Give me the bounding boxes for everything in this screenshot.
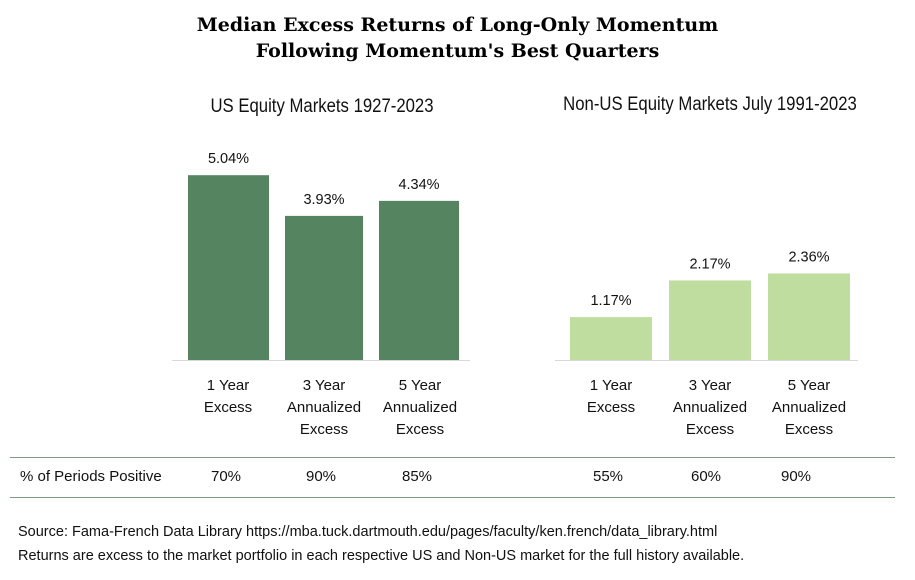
us-category-label-3-line-2: Annualized <box>383 399 457 416</box>
table-top-rule <box>10 457 895 458</box>
us-category-label-1-line-1: 1 Year <box>207 377 250 394</box>
source-note: Source: Fama-French Data Library https:/… <box>18 524 718 540</box>
us-category-label-3-line-1: 5 Year <box>399 377 442 394</box>
us-value-label-2: 3.93% <box>303 192 344 208</box>
periods-positive-label: % of Periods Positive <box>20 468 162 485</box>
nonus-value-label-2: 2.17% <box>689 256 730 272</box>
nonus-3y-periods-positive: 60% <box>690 468 722 485</box>
us-value-label-3: 4.34% <box>398 177 439 193</box>
nonus-category-label-2-line-1: 3 Year <box>689 377 732 394</box>
chart-title: Median Excess Returns of Long-Only Momen… <box>0 12 915 64</box>
nonus-category-label-3-line-1: 5 Year <box>788 377 831 394</box>
nonus-category-label-2-line-3: Excess <box>686 421 734 438</box>
returns-note: Returns are excess to the market portfol… <box>18 548 745 564</box>
us-panel-title: US Equity Markets 1927-2023 <box>210 96 434 117</box>
nonus-category-label-3-line-3: Excess <box>785 421 833 438</box>
nonus-category-label-1-line-2: Excess <box>587 399 635 416</box>
title-line-1: Median Excess Returns of Long-Only Momen… <box>196 14 719 36</box>
table-bottom-rule <box>10 497 895 498</box>
us-category-label-2-line-2: Annualized <box>287 399 361 416</box>
nonus-5y-periods-positive: 90% <box>780 468 812 485</box>
title-line-2: Following Momentum's Best Quarters <box>255 40 660 62</box>
nonus-category-label-3-line-2: Annualized <box>772 399 846 416</box>
us-value-label-1: 5.04% <box>208 151 249 167</box>
us-3y-periods-positive: 90% <box>305 468 337 485</box>
non-us-panel-title: Non-US Equity Markets July 1991-2023 <box>563 94 857 115</box>
nonus-bar-3 <box>768 273 850 360</box>
us-bar-2 <box>285 215 363 360</box>
nonus-category-label-1-line-1: 1 Year <box>590 377 633 394</box>
us-category-label-2-line-3: Excess <box>300 421 348 438</box>
us-category-label-2-line-1: 3 Year <box>303 377 346 394</box>
nonus-category-label-2-line-2: Annualized <box>673 399 747 416</box>
us-bar-1 <box>188 175 269 360</box>
nonus-bar-2 <box>669 280 751 360</box>
us-bar-3 <box>379 200 459 360</box>
nonus-1y-periods-positive: 55% <box>592 468 624 485</box>
nonus-bar-1 <box>570 317 652 360</box>
us-category-label-1-line-2: Excess <box>204 399 252 416</box>
us-category-label-3-line-3: Excess <box>396 421 444 438</box>
us-5y-periods-positive: 85% <box>401 468 433 485</box>
nonus-value-label-1: 1.17% <box>590 293 631 309</box>
us-1y-periods-positive: 70% <box>210 468 242 485</box>
nonus-value-label-3: 2.36% <box>788 249 829 265</box>
